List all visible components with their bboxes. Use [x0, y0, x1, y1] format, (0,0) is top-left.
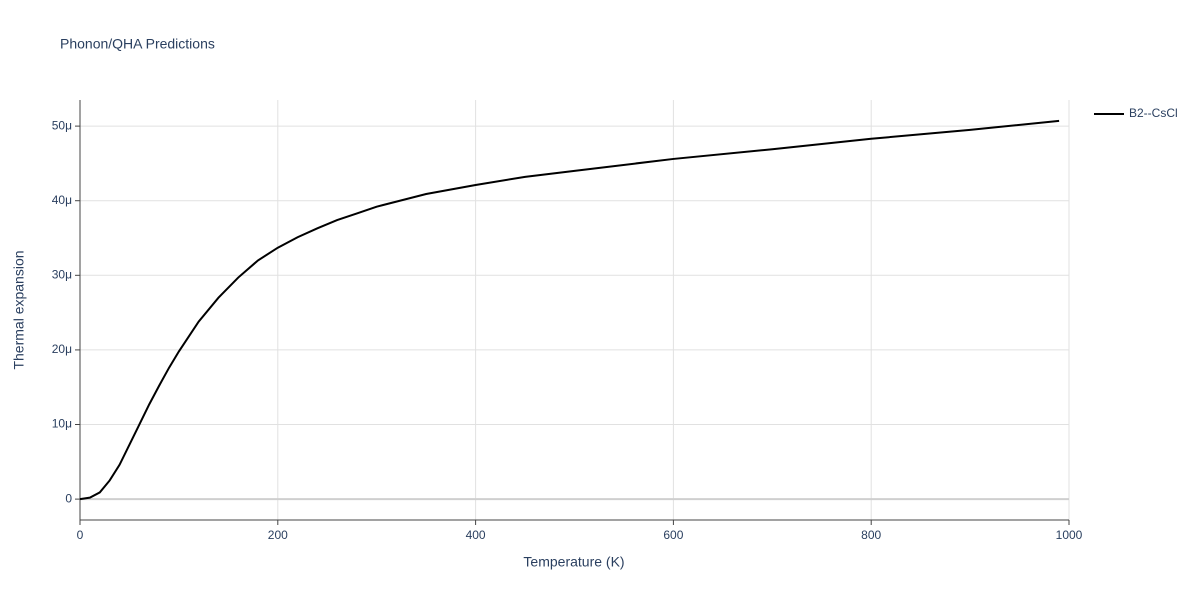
y-tick-label: 0 — [65, 491, 72, 505]
y-tick-label: 50μ — [52, 118, 72, 132]
y-axis-title: Thermal expansion — [11, 250, 27, 369]
x-tick-label: 600 — [663, 528, 683, 542]
x-tick-label: 1000 — [1056, 528, 1083, 542]
x-tick-label: 0 — [77, 528, 84, 542]
legend-label: B2--CsCl — [1129, 106, 1178, 120]
x-tick-label: 200 — [268, 528, 288, 542]
x-tick-label: 400 — [466, 528, 486, 542]
y-tick-label: 20μ — [52, 342, 72, 356]
x-tick-label: 800 — [861, 528, 881, 542]
x-axis-title: Temperature (K) — [523, 554, 624, 570]
y-tick-label: 10μ — [52, 417, 72, 431]
y-tick-label: 40μ — [52, 193, 72, 207]
chart-title: Phonon/QHA Predictions — [60, 36, 215, 52]
y-tick-label: 30μ — [52, 267, 72, 281]
series-line — [79, 119, 1060, 501]
